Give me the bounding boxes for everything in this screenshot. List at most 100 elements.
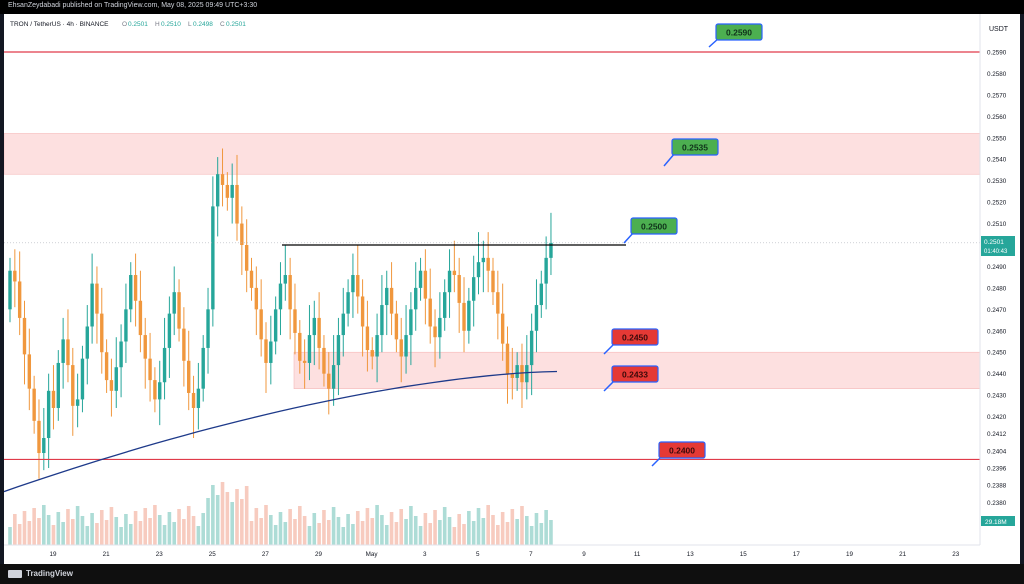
candle-body: [505, 343, 510, 374]
candle-body: [370, 350, 374, 357]
svg-text:O: O: [122, 21, 127, 28]
volume-bar: [317, 523, 321, 545]
candle-body: [215, 174, 220, 207]
volume-bar: [462, 524, 466, 545]
callout-box: [715, 23, 763, 41]
candle-body: [351, 275, 355, 293]
candle-body: [259, 309, 263, 340]
chart-panel[interactable]: 0.2590 0.2535 0.2500 0.2450 0.2433 0.2400 USD…: [3, 14, 1020, 564]
x-tick-label: 27: [262, 551, 270, 558]
volume-bar: [326, 520, 331, 545]
volume-bar: [278, 512, 283, 545]
candle-body: [288, 275, 292, 310]
x-tick-label: 11: [634, 551, 641, 558]
volume-bar: [56, 512, 61, 545]
y-tick-label: 0.2396: [987, 466, 1007, 473]
candlesticks: [8, 148, 553, 479]
candle-body: [42, 438, 46, 454]
volume-bar: [360, 521, 365, 545]
candle-body: [481, 257, 486, 263]
candle-body: [486, 257, 490, 271]
candle-body: [172, 292, 176, 314]
tradingview-logo[interactable]: TradingView: [8, 569, 73, 578]
candle-body: [399, 339, 403, 357]
candle-body: [360, 296, 365, 327]
volume-bar: [191, 516, 196, 545]
volume-bar: [525, 516, 529, 545]
candle-body: [476, 262, 481, 278]
candle-body: [312, 317, 316, 336]
volume-bar: [99, 510, 104, 545]
volume-bar: [201, 513, 205, 545]
candle-body: [433, 326, 437, 338]
volume-bar: [500, 512, 505, 545]
candle-body: [331, 365, 336, 389]
volume-bar: [471, 521, 476, 545]
candle-body: [346, 292, 350, 314]
candle-body: [114, 367, 118, 391]
callout-label: 0.2450: [622, 333, 648, 343]
tradingview-icon: [8, 569, 22, 578]
candle-body: [124, 309, 128, 342]
candle-body: [196, 388, 201, 408]
candle-body: [269, 341, 273, 363]
y-tick-label: 0.2530: [987, 178, 1007, 185]
candle-body: [153, 380, 157, 400]
svg-text:L: L: [188, 21, 192, 28]
x-tick-label: 5: [476, 551, 480, 558]
volume-bar: [467, 511, 471, 545]
y-tick-label: 0.2460: [987, 328, 1007, 335]
volume-bar: [365, 508, 370, 545]
svg-text:H: H: [155, 21, 160, 28]
candle-body: [143, 335, 147, 359]
candle-body: [447, 270, 452, 293]
y-tick-label: 0.2420: [987, 414, 1007, 421]
ohlc-high: 0.2510: [161, 21, 181, 28]
candle-body: [500, 313, 505, 344]
candle-body: [191, 392, 196, 408]
y-tick-label: 0.2380: [987, 500, 1007, 507]
volume-bar: [186, 506, 191, 545]
candle-body: [356, 275, 360, 297]
x-tick-label: 21: [899, 551, 907, 558]
volume-bar: [124, 514, 128, 545]
candle-body: [95, 283, 99, 314]
candle-body: [158, 382, 162, 400]
callout-box: [630, 217, 678, 235]
volume-bar: [133, 511, 138, 545]
candle-body: [129, 275, 133, 310]
volume-bar: [413, 516, 418, 545]
price-chart[interactable]: 0.2590 0.2535 0.2500 0.2450 0.2433 0.2400 USD…: [3, 14, 1020, 564]
volume-bar: [51, 525, 56, 545]
volume-badge: [981, 516, 1015, 526]
volume-bar: [259, 518, 263, 545]
volume-bar: [80, 516, 85, 545]
svg-text:C: C: [220, 21, 225, 28]
candle-body: [182, 328, 186, 361]
candle-body: [138, 300, 143, 336]
volume-bar: [302, 516, 307, 545]
volume-bar: [438, 520, 442, 545]
volume-bar: [442, 507, 447, 545]
volume-bar: [341, 527, 346, 545]
x-tick-label: 21: [103, 551, 111, 558]
volume-bar: [109, 507, 114, 545]
candle-body: [235, 184, 239, 224]
volume-bar: [143, 508, 148, 545]
volume-bar: [549, 520, 553, 545]
volume-bar: [85, 526, 90, 545]
volume-bar: [505, 522, 510, 545]
candle-body: [539, 283, 543, 306]
callout-box: [611, 328, 659, 346]
x-tick-label: 23: [952, 551, 960, 558]
candle-body: [418, 270, 423, 288]
candle-body: [298, 332, 302, 361]
candle-body: [254, 287, 259, 310]
price-axis: 0.2590 0.2580 0.2570 0.2560 0.2550 0.2540 0.25…: [987, 50, 1007, 524]
volume-bar: [75, 506, 80, 545]
last-price-text: 0.2501: [984, 239, 1004, 246]
y-tick-label: 0.2470: [987, 307, 1007, 314]
candle-body: [544, 257, 548, 284]
candle-body: [85, 326, 89, 359]
